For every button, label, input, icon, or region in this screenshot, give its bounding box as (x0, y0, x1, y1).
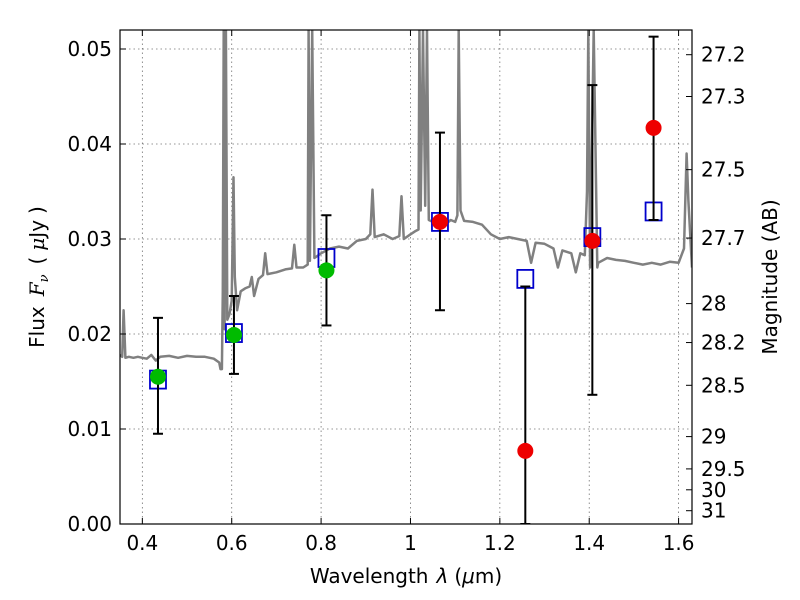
x-tick-label-6: 1.6 (663, 531, 695, 555)
y-tick-label-4: 0.04 (67, 132, 112, 156)
x-tick-label-0: 0.4 (126, 531, 158, 555)
y-axis-label: FluxFν(μJy) (25, 206, 52, 348)
detection-point-0 (149, 368, 166, 385)
x-tick-label-2: 0.8 (305, 531, 337, 555)
non-detection-point-0 (431, 213, 448, 230)
x-tick-label-1: 0.6 (216, 531, 248, 555)
model-spectrum-line (120, 30, 692, 371)
mag-tick-label-10: 31 (701, 499, 726, 523)
non-detection-errorbar-1 (520, 285, 531, 524)
mag-tick-label-1: 27.3 (701, 85, 746, 109)
non-detection-point-1 (517, 442, 534, 459)
x-axis-label: Wavelength λ (μm) (310, 564, 502, 588)
y-tick-label-3: 0.03 (67, 227, 112, 251)
y-tick-label-0: 0.00 (67, 512, 112, 536)
mag-tick-label-6: 28.5 (701, 373, 746, 397)
mag-tick-label-7: 29 (701, 425, 726, 449)
model-photometry-point-4 (516, 268, 535, 289)
x-tick-label-5: 1.4 (573, 531, 605, 555)
mag-tick-label-5: 28.2 (701, 331, 746, 355)
x-tick-label-3: 1 (404, 531, 417, 555)
non-detection-point-2 (584, 232, 601, 249)
detection-point-1 (225, 326, 242, 343)
mag-tick-label-2: 27.5 (701, 158, 746, 182)
detection-point-2 (318, 262, 335, 279)
mag-tick-label-4: 28 (701, 292, 726, 316)
y-tick-label-5: 0.05 (67, 37, 112, 61)
y-tick-label-1: 0.01 (67, 417, 112, 441)
axes: 0.4 0.6 0.8 1 1.2 1.4 1.6 0.00 0.01 0.02 0.03 0.04 0… (67, 30, 746, 555)
plot-frame (119, 29, 693, 525)
grid (120, 30, 692, 525)
plot-area (120, 30, 692, 524)
mag-tick-label-0: 27.2 (701, 43, 746, 67)
non-detection-point-3 (645, 119, 662, 136)
mag-tick-label-3: 27.7 (701, 226, 746, 250)
right-axis-label: Magnitude (AB) (758, 199, 782, 354)
x-tick-label-4: 1.2 (484, 531, 516, 555)
mag-tick-label-9: 30 (701, 478, 726, 502)
mag-tick-label-8: 29.5 (701, 457, 746, 481)
y-tick-label-2: 0.02 (67, 322, 112, 346)
